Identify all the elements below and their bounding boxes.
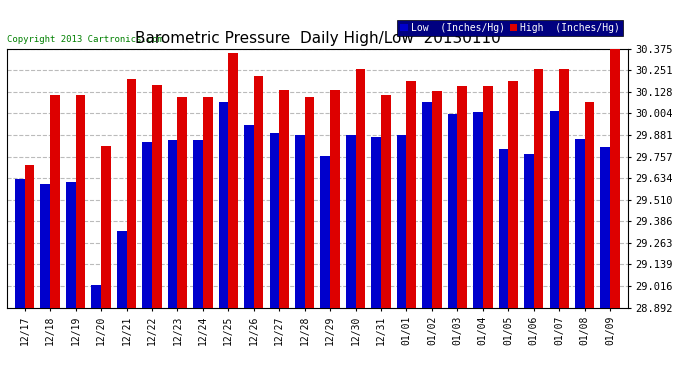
Bar	[457, 86, 467, 308]
Bar	[524, 154, 534, 308]
Bar	[152, 84, 161, 308]
Bar	[193, 140, 203, 308]
Bar	[66, 182, 76, 308]
Bar	[126, 79, 136, 308]
Bar	[117, 231, 126, 308]
Bar	[559, 69, 569, 308]
Bar	[295, 135, 305, 308]
Bar	[270, 134, 279, 308]
Bar	[244, 124, 254, 308]
Bar	[279, 90, 289, 308]
Bar	[219, 102, 228, 308]
Bar	[432, 92, 442, 308]
Bar	[168, 140, 177, 308]
Bar	[397, 135, 406, 308]
Bar	[228, 53, 238, 307]
Bar	[600, 147, 610, 308]
Bar	[509, 81, 518, 308]
Bar	[575, 139, 584, 308]
Bar	[584, 102, 594, 308]
Bar	[203, 97, 213, 308]
Bar	[483, 86, 493, 308]
Title: Barometric Pressure  Daily High/Low  20130110: Barometric Pressure Daily High/Low 20130…	[135, 31, 500, 46]
Bar	[76, 95, 86, 308]
Bar	[15, 179, 25, 308]
Bar	[41, 184, 50, 308]
Bar	[346, 135, 355, 308]
Bar	[305, 97, 315, 308]
Bar	[549, 111, 559, 308]
Bar	[406, 81, 416, 308]
Bar	[254, 76, 264, 307]
Bar	[381, 95, 391, 308]
Bar	[25, 165, 34, 308]
Bar	[330, 90, 339, 308]
Bar	[422, 102, 432, 308]
Bar	[101, 146, 110, 308]
Bar	[91, 285, 101, 308]
Bar	[610, 48, 620, 308]
Text: Copyright 2013 Cartronics.com: Copyright 2013 Cartronics.com	[7, 34, 163, 44]
Bar	[50, 95, 60, 308]
Bar	[534, 69, 544, 308]
Bar	[448, 114, 457, 308]
Bar	[473, 112, 483, 308]
Bar	[355, 69, 365, 308]
Bar	[371, 137, 381, 308]
Bar	[142, 142, 152, 308]
Legend: Low  (Inches/Hg), High  (Inches/Hg): Low (Inches/Hg), High (Inches/Hg)	[397, 20, 623, 36]
Bar	[499, 149, 509, 308]
Bar	[177, 97, 187, 308]
Bar	[320, 156, 330, 308]
